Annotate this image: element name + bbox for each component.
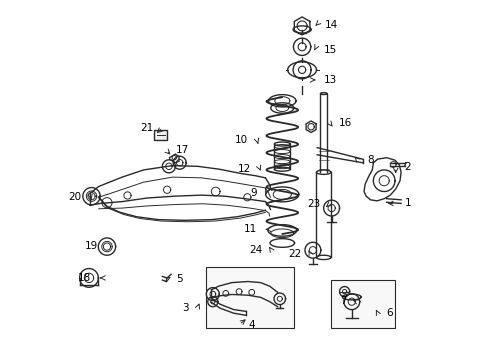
Text: 2: 2 [404, 162, 410, 172]
Text: 1: 1 [404, 198, 410, 208]
Bar [330, 280, 394, 328]
Text: 15: 15 [323, 45, 336, 55]
Text: 10: 10 [235, 135, 247, 145]
Text: 20: 20 [68, 192, 81, 202]
Text: 17: 17 [175, 145, 188, 156]
Text: 19: 19 [84, 240, 98, 251]
Text: 24: 24 [249, 245, 262, 255]
Text: 22: 22 [287, 249, 301, 259]
Text: 8: 8 [366, 155, 373, 165]
Text: 12: 12 [237, 164, 250, 174]
Text: 13: 13 [323, 75, 336, 85]
Text: 18: 18 [78, 273, 91, 283]
Text: 4: 4 [247, 320, 254, 330]
Text: 3: 3 [182, 303, 188, 313]
Text: 7: 7 [340, 296, 346, 306]
Text: 21: 21 [140, 123, 153, 133]
Text: 14: 14 [325, 20, 338, 30]
Text: 16: 16 [338, 118, 351, 128]
Bar [205, 267, 294, 328]
Text: 23: 23 [306, 199, 320, 210]
Text: 5: 5 [176, 274, 183, 284]
Text: 11: 11 [244, 224, 257, 234]
Bar [153, 130, 167, 140]
Text: 9: 9 [250, 188, 257, 198]
Text: 6: 6 [386, 308, 392, 318]
